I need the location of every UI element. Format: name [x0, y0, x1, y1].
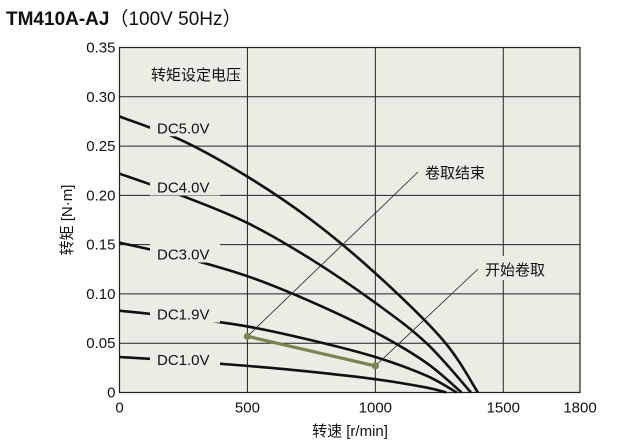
x-tick-label: 1800	[563, 400, 596, 417]
y-axis-label: 转矩 [N·m]	[59, 185, 76, 256]
winding-range-line	[247, 334, 376, 368]
annotation-leader-line	[375, 268, 479, 367]
plot-border	[118, 46, 581, 394]
series-label-bg	[150, 243, 220, 263]
annotation-bg	[482, 256, 558, 280]
x-tick-label: 1000	[359, 400, 392, 417]
x-tick-label: 0	[115, 400, 123, 417]
annotation-bg	[422, 159, 498, 183]
series-label-bg	[150, 176, 220, 196]
x-axis-label: 转速 [r/min]	[312, 423, 388, 440]
series-label: DC1.0V	[157, 352, 210, 369]
curve-dc4-0v	[119, 172, 472, 394]
series-label-bg	[150, 303, 220, 323]
winding-range-point	[371, 362, 379, 370]
test-condition: （100V 50Hz）	[109, 9, 242, 30]
annotation-leader-line	[247, 171, 419, 337]
x-tick-label: 500	[235, 400, 260, 417]
series-label: DC4.0V	[157, 179, 210, 196]
annotation-label: 开始卷取	[485, 262, 545, 279]
legend-title: 转矩设定电压	[151, 67, 241, 84]
plot-area	[119, 47, 580, 393]
x-tick-label: 1500	[487, 400, 520, 417]
series-label: DC1.9V	[157, 307, 210, 324]
y-tick-label: 0.30	[86, 89, 115, 106]
series-label: DC5.0V	[157, 120, 210, 137]
series-label-bg	[150, 348, 220, 368]
y-tick-label: 0	[107, 385, 115, 402]
chart-title: TM410A-AJ（100V 50Hz）	[6, 4, 242, 31]
y-tick-label: 0.10	[86, 286, 115, 303]
y-tick-label: 0.15	[86, 237, 115, 254]
model-name: TM410A-AJ	[6, 9, 110, 30]
y-tick-label: 0.05	[86, 335, 115, 352]
series-label-bg	[150, 117, 220, 137]
y-tick-label: 0.35	[86, 40, 115, 57]
y-tick-label: 0.25	[86, 138, 115, 155]
winding-range-point	[243, 332, 252, 340]
curve-dc5-0v	[119, 115, 480, 394]
series-label: DC3.0V	[157, 246, 210, 263]
annotation-label: 卷取结束	[425, 165, 485, 182]
y-tick-label: 0.20	[86, 187, 115, 204]
